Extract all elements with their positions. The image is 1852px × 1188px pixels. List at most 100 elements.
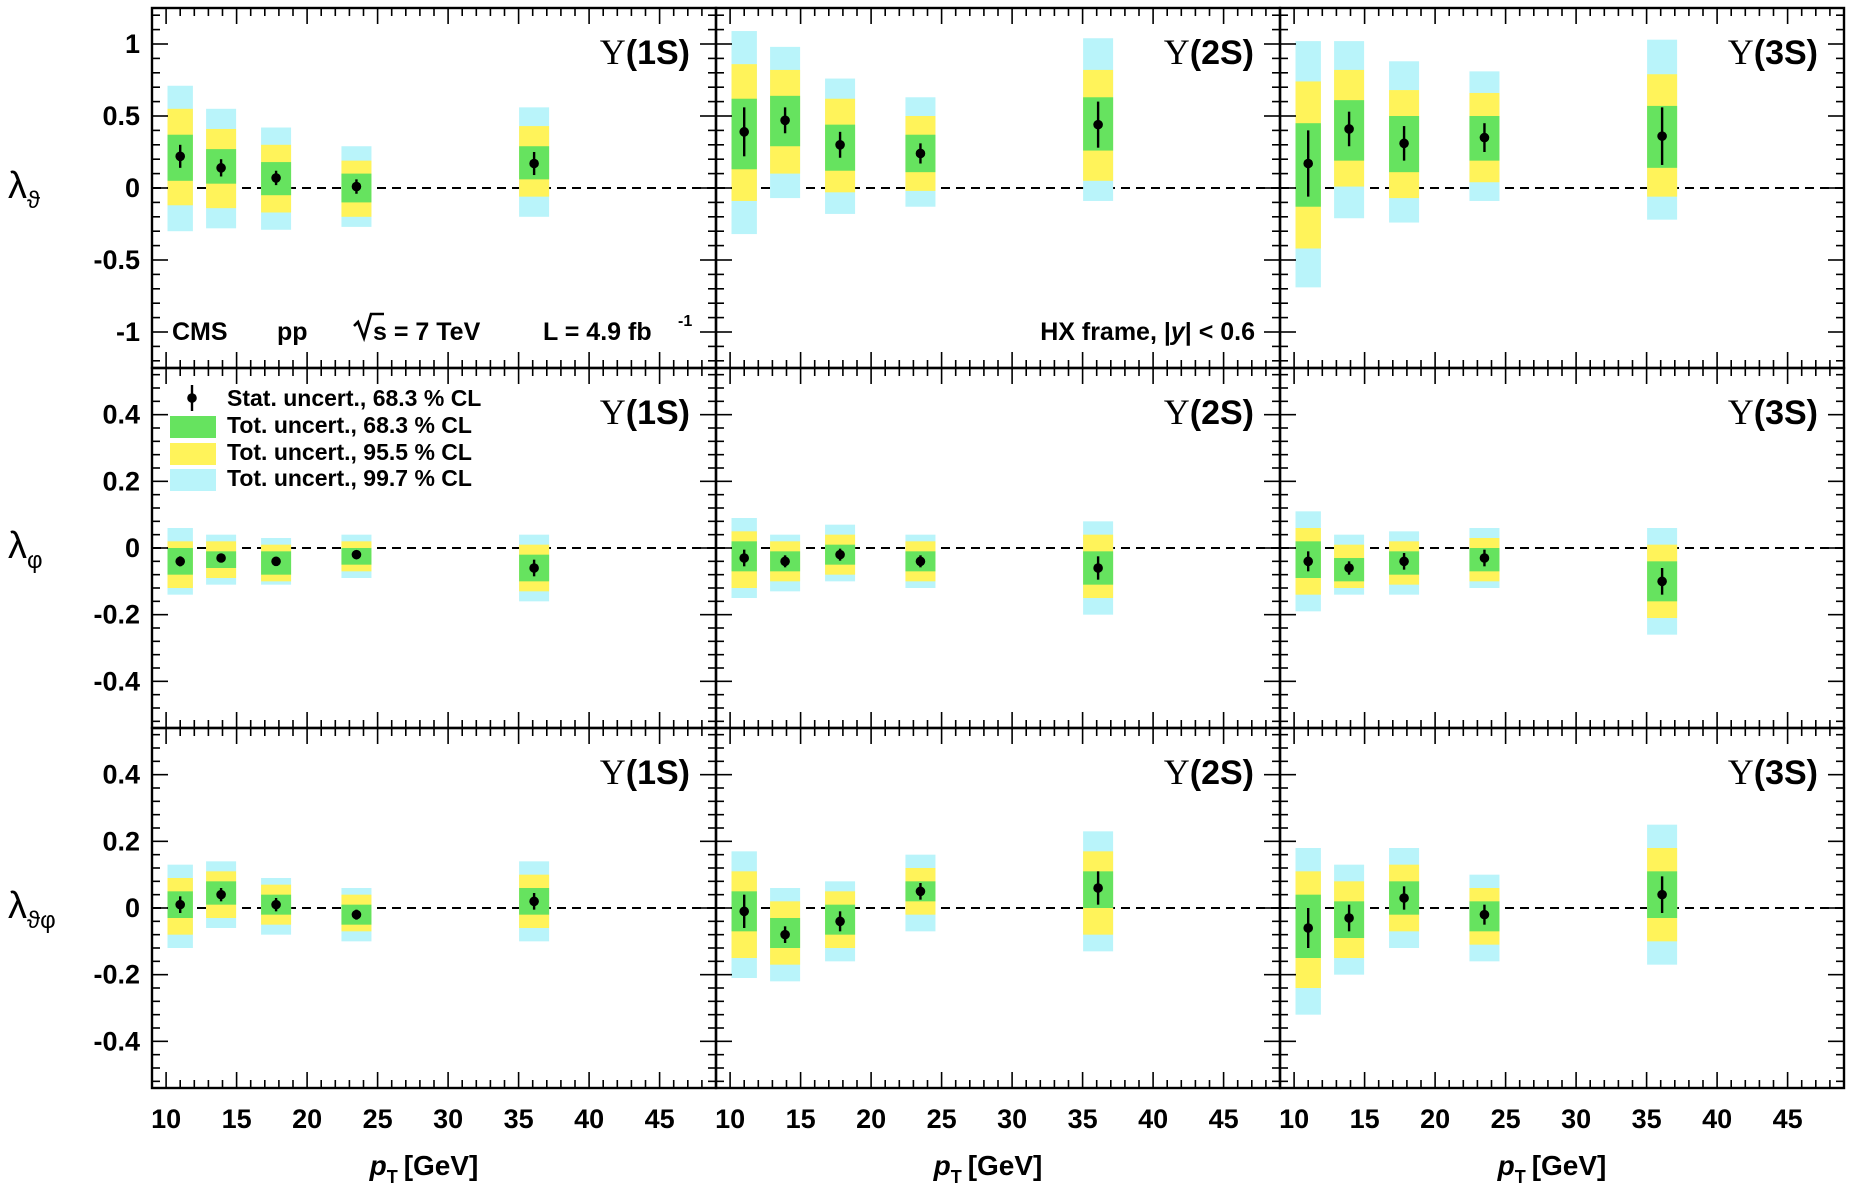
row-label-lambda_theta_phi: λϑφ	[8, 885, 56, 934]
legend-entry-99: Tot. uncert., 99.7 % CL	[170, 465, 472, 491]
x-axis-sub: T	[387, 1167, 398, 1187]
data-marker	[739, 127, 749, 137]
data-marker	[835, 140, 845, 150]
data-point-4	[341, 888, 372, 942]
panel-lambda_phi-2S: Υ(2S)	[714, 366, 1282, 730]
panel-lambda_theta_phi-3S: Υ(3S)	[1278, 726, 1846, 1090]
data-marker	[271, 899, 281, 910]
data-point-3	[1389, 531, 1420, 595]
panel-lambda_phi-3S: Υ(3S)	[1278, 366, 1846, 730]
x-tick-label: 20	[856, 1104, 886, 1134]
data-point-4	[341, 534, 372, 578]
state-label: Υ(3S)	[1728, 32, 1818, 72]
state-label-state: (1S)	[626, 754, 690, 792]
data-point-5	[1647, 39, 1678, 220]
data-point-5	[519, 534, 550, 602]
data-marker	[1479, 132, 1490, 143]
sqrt-s-label: s = 7 TeV	[353, 312, 481, 346]
y-tick-label: 0	[125, 173, 140, 203]
data-point-1	[1295, 41, 1321, 288]
data-marker	[915, 886, 926, 897]
row-label-sub: φ	[27, 547, 43, 574]
data-point-2	[1334, 864, 1365, 975]
state-label: Υ(2S)	[1164, 752, 1254, 792]
x-tick-label: 30	[997, 1104, 1027, 1134]
data-point-3	[261, 878, 292, 935]
x-tick-label: 15	[786, 1104, 816, 1134]
data-point-1	[1295, 848, 1321, 1015]
luminosity-label: L = 4.9 fb -1	[543, 313, 692, 346]
data-point-4	[905, 534, 936, 588]
data-marker	[780, 929, 790, 940]
legend-entry-68: Tot. uncert., 68.3 % CL	[170, 412, 472, 438]
data-marker	[1657, 889, 1667, 900]
x-tick-label: 45	[1209, 1104, 1239, 1134]
legend-95-label: Tot. uncert., 95.5 % CL	[227, 439, 472, 465]
state-label: Υ(2S)	[1164, 32, 1254, 72]
state-label-upsilon: Υ	[1164, 32, 1190, 72]
panel-lambda_theta_phi-2S: Υ(2S)	[714, 726, 1282, 1090]
row-label-lambda_phi: λφ	[8, 525, 43, 574]
annotations-layer: CMS pp s = 7 TeV L = 4.9 fb -1 HX frame,…	[170, 312, 1255, 491]
data-marker	[780, 556, 790, 567]
data-marker	[1399, 138, 1409, 149]
legend: Stat. uncert., 68.3 % CL Tot. uncert., 6…	[170, 385, 481, 491]
x-tick-label: 20	[1420, 1104, 1450, 1134]
panel-lambda_theta-1S: Υ(1S)	[150, 6, 718, 370]
state-label: Υ(1S)	[600, 392, 690, 432]
data-point-1	[167, 528, 193, 595]
data-marker	[1303, 556, 1313, 567]
data-marker	[1479, 909, 1490, 920]
data-marker	[1344, 913, 1354, 923]
y-tick-label: -0.2	[93, 960, 140, 990]
state-label-state: (2S)	[1190, 34, 1254, 72]
data-point-2	[206, 861, 237, 928]
state-label-upsilon: Υ	[600, 752, 626, 792]
state-label: Υ(1S)	[600, 32, 690, 72]
y-tick-label: 0.2	[102, 466, 140, 496]
data-point-5	[1083, 831, 1114, 952]
x-axis-unit: [GeV]	[968, 1150, 1043, 1181]
x-tick-label: 30	[1561, 1104, 1591, 1134]
x-axis-sub: T	[951, 1167, 962, 1187]
panel-lambda_theta-3S: Υ(3S)	[1278, 6, 1846, 370]
row-label-main: λ	[8, 165, 27, 207]
data-point-3	[1389, 848, 1420, 948]
x-tick-label: 25	[927, 1104, 957, 1134]
y-tick-label: 0.4	[102, 400, 140, 430]
state-label-state: (2S)	[1190, 394, 1254, 432]
data-point-2	[1334, 41, 1365, 219]
data-marker	[1093, 119, 1103, 130]
data-point-3	[1389, 61, 1420, 223]
luminosity-text: L = 4.9 fb	[543, 318, 652, 346]
y-tick-label: 0.2	[102, 826, 140, 856]
data-marker	[216, 889, 226, 900]
x-axis-var: p	[933, 1150, 951, 1181]
state-label-state: (2S)	[1190, 754, 1254, 792]
data-marker	[271, 173, 281, 183]
state-label-upsilon: Υ	[600, 392, 626, 432]
state-label: Υ(2S)	[1164, 392, 1254, 432]
data-marker	[915, 556, 926, 567]
x-tick-label: 40	[1702, 1104, 1732, 1134]
data-marker	[1399, 893, 1409, 903]
row-label-sub: ϑφ	[27, 907, 56, 934]
data-point-1	[731, 851, 757, 978]
data-point-4	[1469, 874, 1500, 962]
state-label: Υ(3S)	[1728, 392, 1818, 432]
data-point-1	[1295, 511, 1321, 612]
data-point-5	[1083, 521, 1114, 615]
x-axis-unit: [GeV]	[1532, 1150, 1607, 1181]
panel-lambda_theta-2S: Υ(2S)	[714, 6, 1282, 370]
data-marker	[1344, 124, 1354, 134]
data-marker	[175, 151, 185, 162]
sqrt-s-text: s = 7 TeV	[373, 318, 481, 346]
data-point-1	[731, 518, 757, 598]
y-tick-label: 1	[125, 29, 140, 59]
legend-68-label: Tot. uncert., 68.3 % CL	[227, 412, 472, 438]
data-point-4	[1469, 71, 1500, 201]
data-marker	[1479, 553, 1490, 563]
data-marker	[216, 163, 226, 173]
